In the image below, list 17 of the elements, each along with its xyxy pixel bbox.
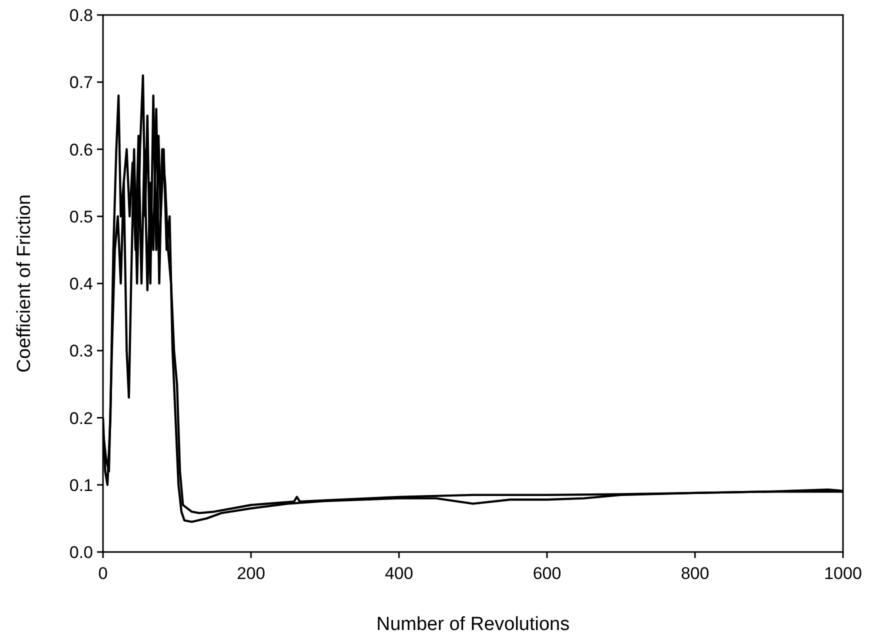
y-tick-label: 0.3 bbox=[69, 342, 93, 361]
y-tick-label: 0.5 bbox=[69, 207, 93, 226]
y-tick-label: 0.2 bbox=[69, 408, 93, 428]
x-tick-label: 1000 bbox=[824, 564, 862, 583]
y-tick-label: 0.6 bbox=[69, 140, 93, 160]
y-axis-title: Coefficient of Friction bbox=[14, 194, 35, 373]
y-tick-label: 0.8 bbox=[69, 6, 93, 25]
x-tick-label: 800 bbox=[680, 564, 710, 583]
x-tick-label: 200 bbox=[236, 564, 266, 583]
x-tick-label: 0 bbox=[98, 564, 108, 583]
y-tick-label: 0.4 bbox=[69, 274, 93, 294]
y-tick-label: 0.0 bbox=[69, 543, 93, 562]
y-tick-label: 0.1 bbox=[69, 476, 93, 495]
y-tick-label: 0.7 bbox=[69, 73, 93, 92]
x-tick-label: 400 bbox=[384, 564, 414, 583]
x-axis-title: Number of Revolutions bbox=[376, 614, 570, 635]
x-tick-label: 600 bbox=[532, 564, 562, 583]
